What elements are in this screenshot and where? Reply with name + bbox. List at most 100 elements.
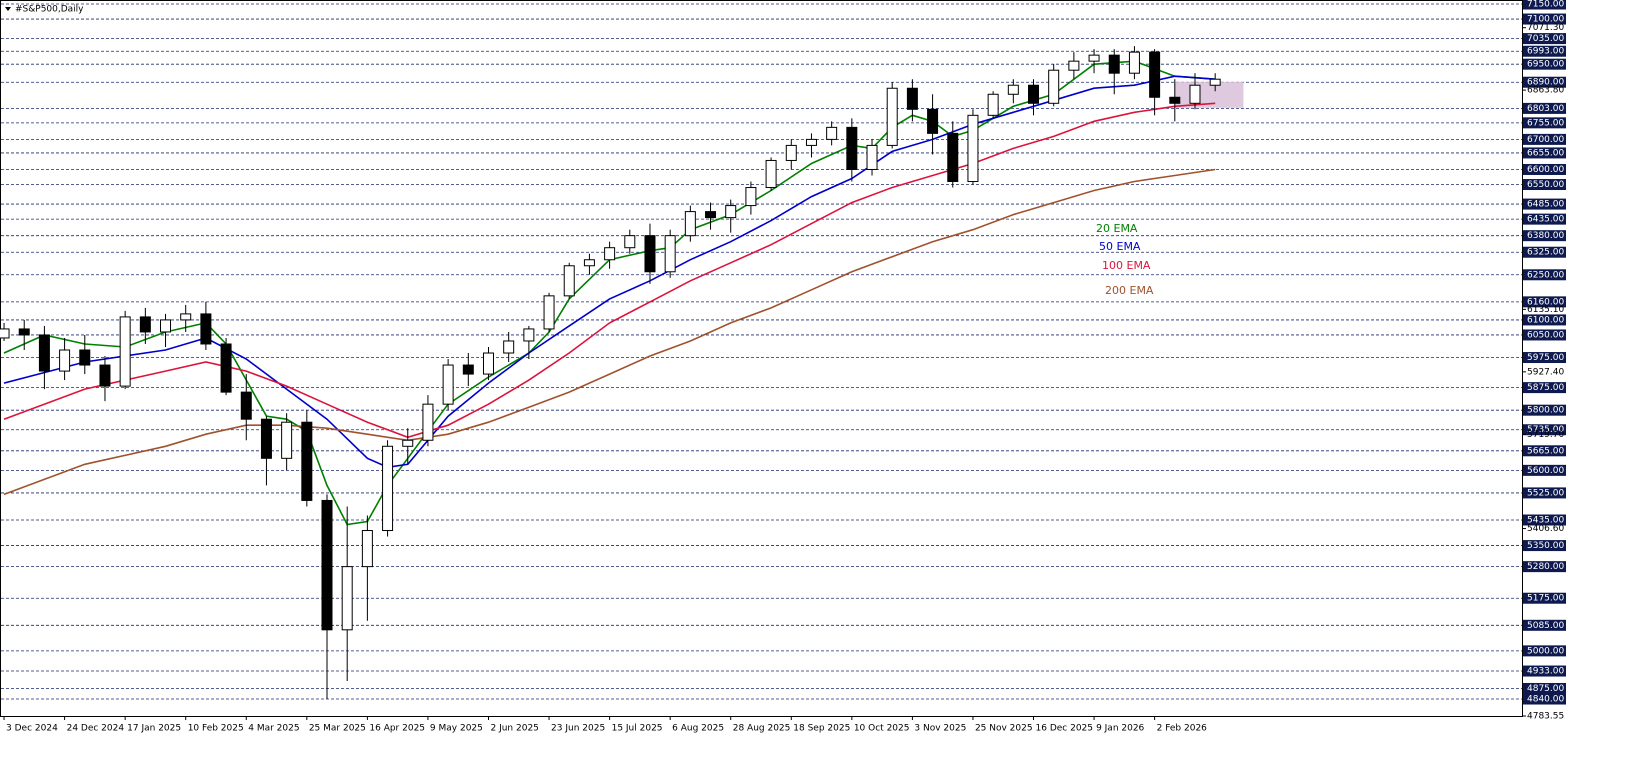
x-tick-label: 9 Jan 2026	[1096, 724, 1144, 734]
level-label: 5975.00	[1527, 353, 1564, 363]
level-label: 6700.00	[1527, 135, 1564, 145]
candle-body	[200, 313, 212, 345]
candle-body	[18, 328, 30, 336]
level-box	[1523, 487, 1566, 499]
level-box	[1523, 198, 1566, 210]
y-tick-label: 7071.30	[1527, 23, 1564, 33]
candle-body	[341, 566, 353, 631]
x-tick-label: 9 May 2025	[430, 724, 483, 734]
level-box	[1523, 230, 1566, 242]
candle-body	[987, 93, 999, 116]
candle-body	[99, 364, 111, 387]
level-box	[1523, 561, 1566, 573]
level-label: 6435.00	[1527, 215, 1564, 225]
level-label: 6950.00	[1527, 60, 1564, 70]
level-label: 5600.00	[1527, 466, 1564, 476]
candle-body	[1007, 84, 1019, 95]
level-box	[1523, 102, 1566, 114]
candle-body	[119, 316, 131, 387]
level-box	[1523, 13, 1566, 25]
level-box	[1523, 665, 1566, 677]
candle-body	[947, 132, 959, 183]
candle-body	[1088, 54, 1100, 62]
level-box	[1523, 445, 1566, 457]
level-box	[1523, 314, 1566, 326]
level-box	[1523, 179, 1566, 191]
ema-label: 50 EMA	[1099, 240, 1141, 253]
level-label: 6890.00	[1527, 78, 1564, 88]
ema-label: 100 EMA	[1102, 259, 1151, 272]
candle-body	[543, 295, 555, 330]
level-box	[1523, 163, 1566, 175]
level-box	[1523, 213, 1566, 225]
level-label: 6600.00	[1527, 165, 1564, 175]
candle-body	[1149, 51, 1161, 98]
y-tick-label: 5406.60	[1527, 524, 1564, 534]
level-label: 5800.00	[1527, 406, 1564, 416]
candle-body	[785, 144, 797, 161]
level-label: 5350.00	[1527, 541, 1564, 551]
level-label: 6993.00	[1527, 47, 1564, 57]
level-label: 6485.00	[1527, 200, 1564, 210]
candle-body	[482, 352, 494, 375]
x-tick-label: 3 Dec 2024	[6, 724, 58, 734]
candle-body	[705, 211, 717, 219]
level-box	[1523, 269, 1566, 281]
candle-body	[523, 328, 535, 342]
level-label: 4875.00	[1527, 684, 1564, 694]
level-box	[1523, 58, 1566, 70]
candle-body	[220, 343, 232, 393]
level-label: 6100.00	[1527, 315, 1564, 325]
x-tick-label: 4 Mar 2025	[248, 724, 299, 734]
candle-body	[139, 316, 151, 333]
level-label: 5875.00	[1527, 383, 1564, 393]
candle-body	[604, 247, 616, 261]
level-label: 7100.00	[1527, 15, 1564, 25]
ema-line	[3, 168, 1216, 496]
candle-body	[846, 126, 858, 170]
level-label: 5525.00	[1527, 488, 1564, 498]
level-box	[1523, 329, 1566, 341]
level-label: 5280.00	[1527, 562, 1564, 572]
candle-body	[1068, 60, 1080, 71]
x-tick-label: 16 Dec 2025	[1036, 724, 1094, 734]
candle-body	[180, 313, 192, 321]
y-tick-label: 6863.80	[1527, 86, 1564, 96]
level-label: 6550.00	[1527, 180, 1564, 190]
candle-body	[1048, 69, 1060, 104]
y-tick-label: 6135.10	[1527, 305, 1564, 315]
level-box	[1523, 645, 1566, 657]
candle-body	[160, 319, 172, 333]
level-label: 5435.00	[1527, 515, 1564, 525]
menu-icon	[5, 7, 11, 11]
candle-body	[462, 364, 474, 375]
level-box	[1523, 76, 1566, 88]
x-tick-label: 16 Apr 2025	[369, 724, 425, 734]
candle-body	[503, 340, 515, 354]
candle-body	[1108, 54, 1120, 74]
x-tick-label: 10 Feb 2025	[188, 724, 244, 734]
level-box	[1523, 540, 1566, 552]
y-tick-label: 5719.70	[1527, 430, 1564, 440]
candle-body	[684, 211, 696, 237]
level-label: 6050.00	[1527, 330, 1564, 340]
level-box	[1523, 619, 1566, 631]
candle-body	[624, 235, 636, 249]
x-tick-label: 17 Jan 2025	[127, 724, 181, 734]
candle-body	[402, 439, 414, 447]
level-box	[1523, 0, 1566, 10]
candle-body	[967, 114, 979, 183]
y-tick-label: 4783.55	[1527, 712, 1564, 722]
level-box	[1523, 682, 1566, 694]
candle-body	[745, 187, 757, 207]
level-label: 4840.00	[1527, 695, 1564, 705]
x-tick-label: 25 Mar 2025	[309, 724, 366, 734]
candle-body	[906, 87, 918, 110]
level-label: 6655.00	[1527, 148, 1564, 158]
candle-body	[563, 265, 575, 297]
x-tick-label: 18 Sep 2025	[793, 724, 850, 734]
level-box	[1523, 133, 1566, 145]
level-label: 5000.00	[1527, 646, 1564, 656]
level-label: 5735.00	[1527, 425, 1564, 435]
